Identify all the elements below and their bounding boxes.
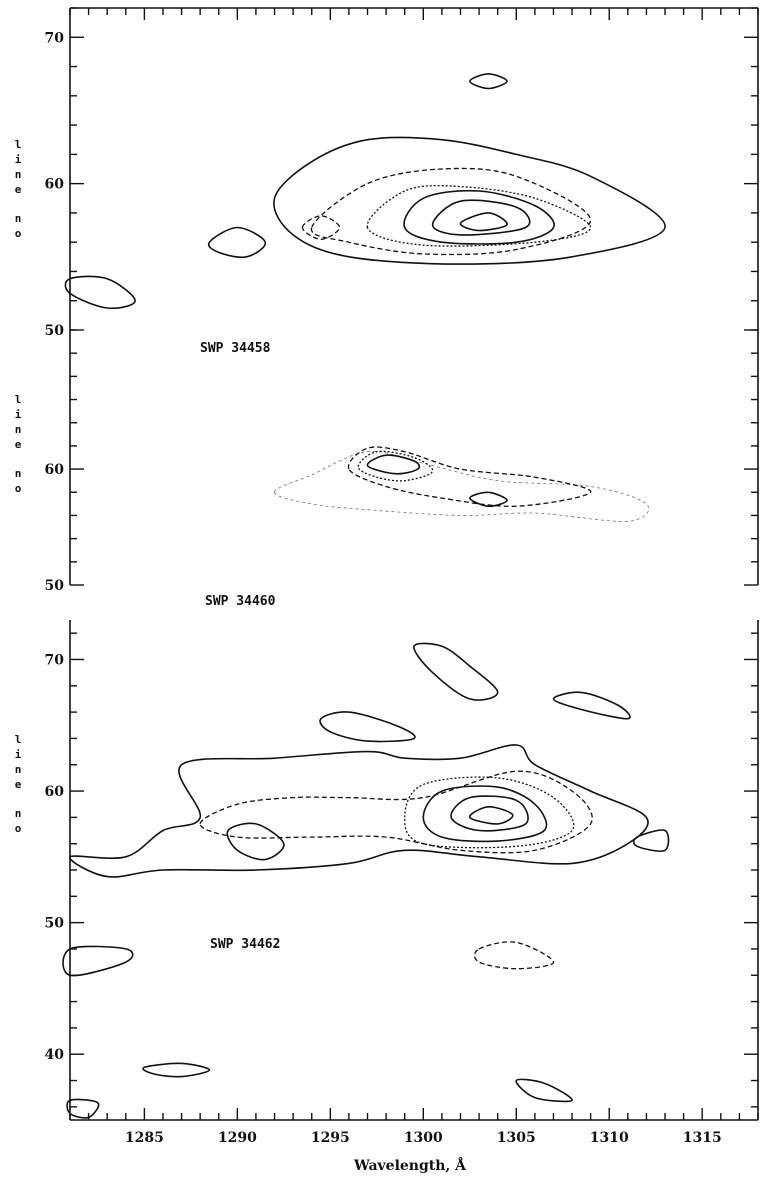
contour-line (273, 136, 666, 265)
contour-set (62, 642, 670, 1119)
y-tick-label: 70 (45, 30, 65, 46)
y-axis-title-letter: o (15, 227, 22, 240)
y-axis-title-letter: i (15, 408, 22, 421)
y-tick-label: 50 (45, 578, 65, 594)
panel-label: SWP 34458 (200, 341, 271, 356)
y-axis-title-letter: n (15, 212, 22, 225)
contour-line (413, 642, 499, 701)
contour-line (632, 829, 670, 852)
contour-line (64, 275, 136, 310)
y-tick-label: 60 (45, 177, 65, 193)
contour-line (347, 446, 592, 507)
contour-line (310, 167, 592, 256)
y-tick-label: 40 (45, 1047, 65, 1063)
contour-line (422, 785, 548, 843)
y-axis-title-letter: o (15, 822, 22, 835)
contour-line (473, 941, 555, 970)
x-tick-label: 1295 (311, 1130, 350, 1146)
contour-line (319, 711, 416, 743)
contour-line (274, 451, 650, 522)
y-axis-title-letter: n (15, 807, 22, 820)
y-axis-title-letter: n (15, 467, 22, 480)
panel-label: SWP 34460 (205, 594, 276, 609)
contour-line (468, 805, 514, 825)
panel-label: SWP 34462 (210, 937, 280, 952)
y-tick-label: 50 (45, 916, 65, 932)
contour-line (142, 1062, 211, 1078)
x-tick-label: 1305 (497, 1130, 536, 1146)
contour-line (431, 199, 531, 236)
contour-line (468, 73, 508, 90)
contour-line (207, 226, 267, 259)
contour-line (69, 744, 649, 878)
y-axis-title-letter: n (15, 763, 22, 776)
contour-line (366, 454, 421, 475)
contour-line (459, 212, 508, 232)
contour-line (403, 189, 555, 245)
y-tick-label: 50 (45, 323, 65, 339)
contour-set (64, 73, 666, 310)
y-axis-title-letter: i (15, 153, 22, 166)
y-axis-title-letter: l (15, 393, 22, 406)
contour-line (62, 945, 134, 977)
y-axis-title-letter: e (15, 778, 22, 791)
contour-line (226, 822, 285, 861)
y-tick-label: 70 (45, 652, 65, 668)
y-axis-title-letter: i (15, 748, 22, 761)
contour-line (404, 776, 575, 849)
y-tick-label: 60 (45, 784, 65, 800)
y-axis-title-letter: l (15, 733, 22, 746)
contour-line (450, 795, 529, 832)
y-axis-title-letter: l (15, 138, 22, 151)
y-axis-title-letter: e (15, 438, 22, 451)
contour-line (366, 184, 592, 247)
contour-line (468, 491, 508, 508)
x-tick-label: 1315 (683, 1130, 722, 1146)
y-axis-title-letter: n (15, 423, 22, 436)
x-axis: 1285 1290 1295 1300 1305 1310 1315 (69, 8, 759, 1146)
x-tick-label: 1285 (125, 1130, 164, 1146)
contour-set (274, 446, 650, 522)
y-axis-title-letter: e (15, 183, 22, 196)
x-tick-label: 1290 (218, 1130, 257, 1146)
y-tick-label: 60 (45, 462, 65, 478)
contour-line (515, 1078, 573, 1103)
y-axis-title-letter: n (15, 168, 22, 181)
contour-line (301, 215, 341, 240)
x-axis-title: Wavelength, Å (353, 1156, 467, 1174)
contour-line (357, 450, 434, 482)
x-tick-label: 1310 (590, 1130, 629, 1146)
x-tick-label: 1300 (404, 1130, 443, 1146)
y-axis-title-letter: o (15, 482, 22, 495)
plot-frame (70, 7, 758, 1121)
contour-line (199, 770, 593, 854)
contour-line (552, 691, 631, 720)
contour-line (66, 1098, 100, 1119)
